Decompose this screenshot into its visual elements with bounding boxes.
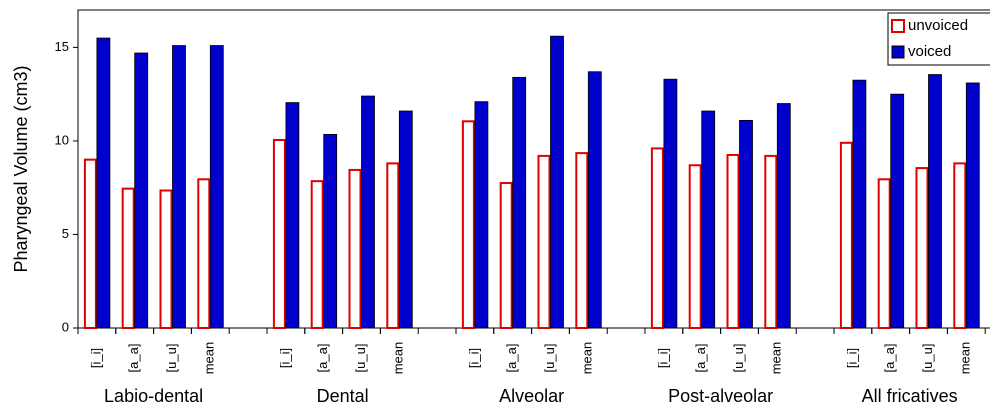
x-tick-label: [i_i] (655, 348, 670, 368)
x-tick-label: [i_i] (466, 348, 481, 368)
bar (398, 110, 413, 329)
bar (663, 78, 678, 329)
x-tick-label: [a_a] (315, 344, 330, 373)
bar (650, 147, 664, 329)
bar (285, 102, 300, 329)
bar (361, 95, 375, 329)
group-label: Labio-dental (104, 386, 203, 406)
bar (587, 71, 602, 329)
bar (461, 120, 475, 329)
x-tick-label: [i_i] (844, 348, 859, 368)
bar (83, 158, 97, 329)
x-tick-label: mean (958, 342, 973, 375)
x-tick-label: [u_u] (353, 344, 368, 373)
y-tick-label: 15 (55, 39, 69, 54)
bar (159, 189, 173, 329)
bar (272, 139, 286, 329)
x-tick-label: [a_a] (882, 344, 897, 373)
bar (512, 76, 527, 329)
bar (965, 82, 980, 329)
legend-label: unvoiced (908, 17, 968, 34)
bar (474, 101, 489, 329)
bar (197, 178, 211, 329)
x-tick-label: [u_u] (164, 344, 179, 373)
bar (386, 162, 400, 329)
legend-label: voiced (908, 43, 951, 60)
x-tick-label: [i_i] (277, 348, 292, 368)
bar (209, 45, 224, 329)
bar (739, 119, 753, 329)
bar (96, 37, 111, 329)
bar (134, 52, 149, 329)
bar (323, 133, 338, 329)
bar (537, 154, 551, 329)
group-label: Alveolar (499, 386, 564, 406)
x-tick-label: [a_a] (126, 344, 141, 373)
bar (877, 178, 891, 329)
bar (890, 93, 905, 329)
bar (172, 45, 186, 329)
x-tick-label: mean (391, 342, 406, 375)
bar (953, 162, 967, 329)
y-tick-label: 5 (62, 226, 69, 241)
x-tick-label: [a_a] (504, 344, 519, 373)
x-tick-label: mean (580, 342, 595, 375)
x-tick-label: [a_a] (693, 344, 708, 373)
group-label: All fricatives (862, 386, 958, 406)
bar (575, 152, 589, 329)
bar (852, 79, 867, 329)
bar (121, 187, 135, 329)
bar (688, 164, 702, 329)
x-tick-label: mean (769, 342, 784, 375)
x-tick-label: [u_u] (731, 344, 746, 373)
bar (776, 103, 791, 329)
x-tick-label: [i_i] (88, 348, 103, 368)
y-tick-label: 10 (55, 132, 69, 147)
y-tick-label: 0 (62, 319, 69, 334)
bar (839, 141, 853, 329)
group-label: Post-alveolar (668, 386, 773, 406)
x-tick-label: [u_u] (542, 344, 557, 373)
bar (310, 180, 324, 329)
bar (550, 35, 564, 329)
x-tick-label: mean (202, 342, 217, 375)
bar (499, 182, 513, 329)
bar (726, 153, 740, 329)
group-label: Dental (317, 386, 369, 406)
legend-swatch (891, 45, 905, 59)
bar (928, 74, 942, 329)
bar (701, 110, 716, 329)
x-tick-label: [u_u] (920, 344, 935, 373)
y-axis-label: Pharyngeal Volume (cm3) (11, 65, 31, 272)
bar (764, 154, 778, 329)
bar (348, 168, 362, 329)
legend-swatch (891, 19, 905, 33)
bar (915, 167, 929, 329)
